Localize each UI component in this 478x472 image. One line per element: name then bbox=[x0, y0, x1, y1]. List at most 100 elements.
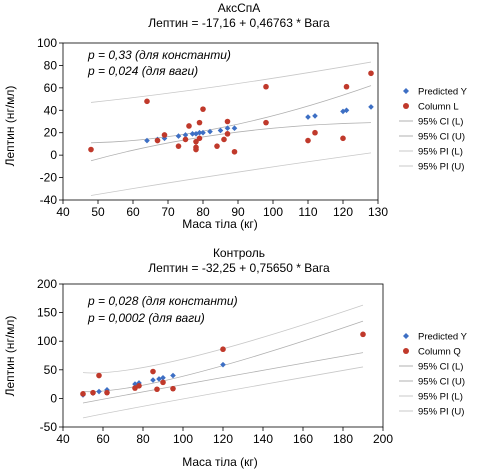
chart-2-observed-point bbox=[220, 346, 226, 353]
chart-1-y-tick-label: 60 bbox=[44, 81, 58, 95]
chart-1: АксСпА Лептин = -17,16 + 0,46763 * Вага … bbox=[3, 1, 468, 231]
chart-1-observed-point bbox=[196, 135, 203, 142]
chart-1-legend-label: 95% CI (U) bbox=[418, 132, 465, 143]
chart-2-observed-point bbox=[150, 368, 156, 375]
chart-2-predicted-point bbox=[170, 372, 176, 379]
chart-2-annotation-2: p = 0,0002 (для ваги) bbox=[87, 311, 205, 325]
chart-2-x-tick-label: 80 bbox=[136, 432, 150, 446]
chart-1-predicted-point bbox=[182, 132, 189, 138]
chart-2-x-tick-label: 120 bbox=[213, 432, 233, 446]
chart-2-legend-swatch-observed bbox=[403, 348, 409, 354]
chart-2-predicted-point bbox=[150, 377, 156, 383]
chart-1-predicted-point bbox=[343, 107, 350, 114]
chart-1-y-tick-label: -20 bbox=[40, 171, 58, 185]
chart-1-observed-point bbox=[196, 119, 203, 126]
chart-1-legend-label: Column L bbox=[418, 102, 459, 113]
chart-1-x-tick-label: 110 bbox=[298, 205, 317, 219]
chart-2-predicted-point bbox=[96, 388, 102, 395]
chart-2-predicted-point bbox=[160, 375, 166, 381]
chart-2-x-axis-label: Маса тіла (кг) bbox=[182, 455, 258, 469]
chart-2-predicted-point bbox=[156, 376, 162, 382]
chart-2-x-tick-label: 180 bbox=[333, 432, 353, 446]
chart-1-observed-point bbox=[368, 70, 374, 77]
chart-1-predicted-point bbox=[175, 133, 182, 139]
chart-1-predicted-point bbox=[200, 129, 206, 136]
chart-1-observed-point bbox=[193, 144, 199, 151]
chart-2-pi-upper-curve bbox=[82, 304, 364, 374]
chart-2: Контроль Лептин = -32,25 + 0,75650 * Ваг… bbox=[3, 246, 468, 469]
chart-1-observed-point bbox=[231, 148, 238, 155]
chart-1-x-tick-label: 90 bbox=[231, 205, 245, 219]
chart-2-y-tick-label: 0 bbox=[50, 391, 57, 405]
chart-1-observed-point bbox=[224, 131, 231, 137]
chart-1-legend-swatch-observed bbox=[403, 103, 409, 109]
chart-2-observed-point bbox=[80, 391, 86, 397]
chart-2-y-tick-label: 200 bbox=[37, 277, 57, 291]
chart-2-observed-point bbox=[360, 331, 366, 338]
chart-1-predicted-point bbox=[312, 113, 318, 119]
chart-1-y-tick-label: 40 bbox=[44, 103, 58, 117]
chart-2-y-axis-label: Лептин (нг/мл) bbox=[3, 316, 17, 397]
chart-2-observed-point bbox=[160, 379, 166, 386]
chart-1-predicted-point bbox=[207, 128, 213, 135]
chart-1-predicted-point bbox=[224, 125, 231, 132]
chart-2-x-tick-label: 160 bbox=[293, 432, 313, 446]
chart-2-pi-lower-curve bbox=[82, 366, 364, 419]
chart-2-legend-label: Column Q bbox=[418, 347, 461, 358]
chart-1-legend-label: 95% CI (L) bbox=[418, 117, 463, 128]
chart-1-legend-label: Predicted Y bbox=[418, 87, 468, 98]
chart-2-tick-labels: 40 60 80 100 120 140 160 180 200 -50 0 50 100 150 200 bbox=[37, 277, 393, 446]
chart-2-subtitle: Лептин = -32,25 + 0,75650 * Вага bbox=[148, 261, 330, 275]
chart-2-legend-label: 95% CI (U) bbox=[418, 377, 465, 388]
chart-1-x-tick-label: 70 bbox=[161, 205, 175, 219]
chart-1-title: АксСпА bbox=[218, 1, 261, 15]
chart-2-y-tick-label: 100 bbox=[37, 334, 57, 348]
chart-1-x-tick-label: 60 bbox=[126, 205, 140, 219]
chart-1-x-tick-label: 130 bbox=[368, 205, 388, 219]
chart-1-plot-frame bbox=[62, 42, 379, 201]
chart-1-observed-point bbox=[305, 137, 311, 144]
chart-2-ci-lower-curve bbox=[82, 352, 364, 404]
chart-2-predicted-point bbox=[136, 380, 142, 386]
chart-1-predicted-point bbox=[196, 129, 203, 136]
chart-2-observed-point bbox=[104, 389, 110, 396]
chart-1-y-axis-label: Лептин (нг/мл) bbox=[3, 86, 17, 167]
chart-1-y-tick-label: 80 bbox=[44, 58, 58, 72]
chart-1-ci-upper-curve bbox=[90, 85, 372, 144]
chart-2-title: Контроль bbox=[213, 246, 265, 260]
chart-1-observed-point bbox=[263, 83, 269, 90]
chart-1-ci-lower-curve bbox=[90, 122, 372, 162]
chart-1-x-tick-label: 40 bbox=[56, 205, 70, 219]
chart-1-y-tick-label: -40 bbox=[40, 193, 58, 207]
chart-1-predicted-point bbox=[231, 125, 238, 132]
chart-2-x-tick-label: 60 bbox=[96, 432, 110, 446]
chart-1-observed-point bbox=[193, 138, 199, 145]
chart-1-observed-point bbox=[175, 143, 182, 149]
chart-1-observed-point bbox=[221, 136, 227, 143]
chart-1-observed-point bbox=[186, 123, 192, 129]
chart-1-legend-label: 95% PI (L) bbox=[418, 147, 463, 158]
chart-1-pi-upper-curve bbox=[90, 61, 372, 103]
chart-1-predicted-point bbox=[305, 114, 311, 120]
chart-1-observed-point bbox=[343, 83, 350, 90]
chart-1-observed-point bbox=[200, 106, 206, 112]
chart-2-observed-point bbox=[90, 389, 96, 396]
chart-1-x-tick-label: 120 bbox=[333, 205, 353, 219]
chart-2-legend-label: 95% PI (L) bbox=[418, 392, 463, 403]
chart-2-x-tick-label: 100 bbox=[173, 432, 193, 446]
chart-2-y-tick-label: 150 bbox=[37, 306, 57, 320]
chart-2-legend: Predicted Y Column Q 95% CI (L) 95% CI (U) 9… bbox=[399, 332, 468, 418]
chart-2-annotation-1: p = 0,028 (для константи) bbox=[87, 294, 238, 308]
chart-2-legend-label: Predicted Y bbox=[418, 332, 468, 343]
chart-1-observed-point bbox=[182, 136, 189, 143]
chart-1-observed-point bbox=[214, 143, 220, 149]
chart-2-legend-label: 95% PI (U) bbox=[418, 407, 464, 418]
chart-1-pi-lower-curve bbox=[90, 152, 372, 196]
chart-2-ci-upper-curve bbox=[82, 320, 364, 393]
chart-1-x-tick-label: 50 bbox=[91, 205, 105, 219]
chart-1-plot-area bbox=[62, 42, 379, 201]
chart-1-legend: Predicted Y Column L 95% CI (L) 95% CI (U) 9… bbox=[399, 87, 468, 173]
chart-2-observed-point bbox=[96, 372, 102, 379]
chart-1-annotation-1: p = 0,33 (для константи) bbox=[87, 48, 231, 62]
